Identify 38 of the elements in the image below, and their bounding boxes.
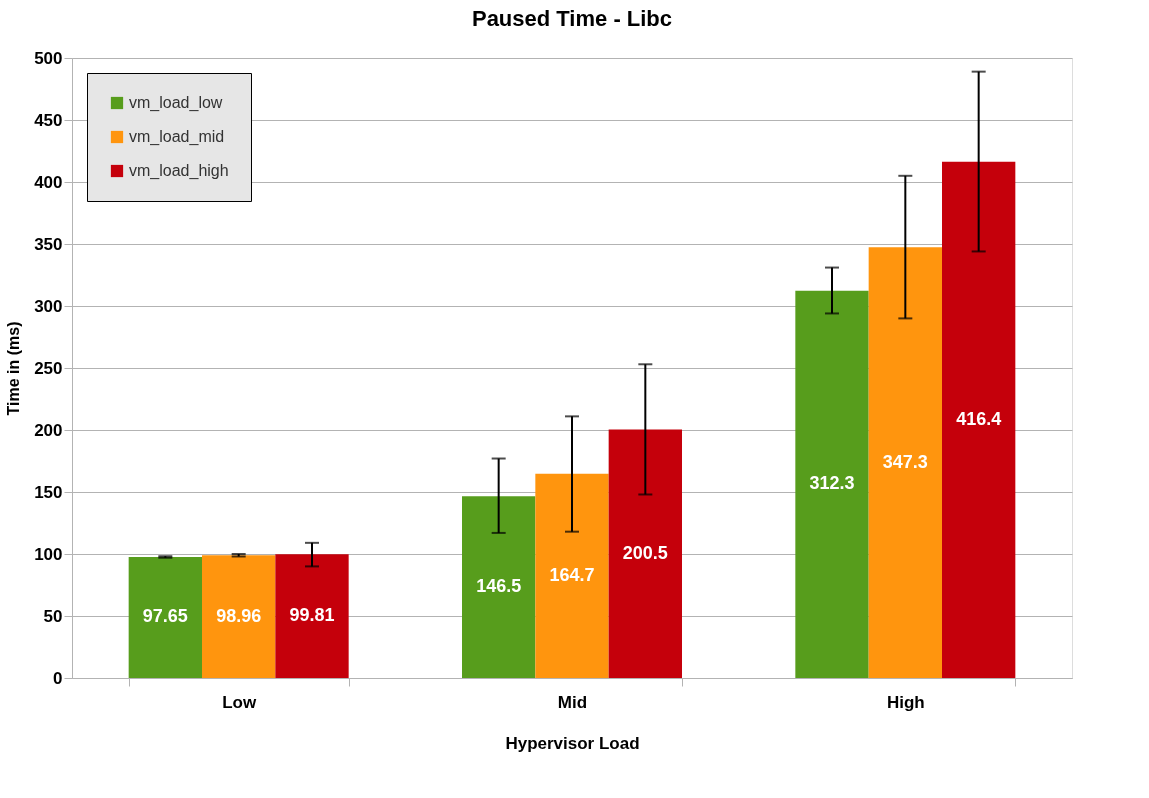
data-label: 99.81 bbox=[289, 605, 335, 626]
bar bbox=[202, 555, 276, 678]
y-tick-label: 300 bbox=[34, 296, 63, 316]
bar bbox=[868, 247, 942, 678]
y-tick-label: 100 bbox=[34, 544, 63, 564]
x-axis-title: Hypervisor Load bbox=[505, 733, 640, 753]
y-tick-label: 250 bbox=[34, 358, 63, 378]
x-tick-label: High bbox=[886, 692, 925, 712]
legend-label: vm_load_high bbox=[129, 162, 229, 180]
y-tick-label: 400 bbox=[34, 172, 63, 192]
bar bbox=[608, 429, 682, 678]
data-label: 98.96 bbox=[216, 605, 262, 626]
bar bbox=[462, 496, 536, 678]
y-tick-label: 50 bbox=[43, 606, 63, 626]
x-tick-label: Low bbox=[222, 692, 257, 712]
bar bbox=[795, 290, 869, 678]
y-tick-label: 350 bbox=[34, 234, 63, 254]
data-label: 200.5 bbox=[622, 542, 668, 563]
x-tick-label: Mid bbox=[557, 692, 588, 712]
y-tick-label: 200 bbox=[34, 420, 63, 440]
y-tick-label: 450 bbox=[34, 110, 63, 130]
chart-title: Paused Time - Libc bbox=[471, 6, 673, 31]
legend-label: vm_load_mid bbox=[129, 128, 225, 146]
data-label: 97.65 bbox=[142, 606, 188, 627]
data-label: 312.3 bbox=[809, 473, 855, 494]
bar bbox=[942, 161, 1016, 678]
y-axis-title: Time in (ms) bbox=[5, 321, 23, 416]
bar bbox=[128, 556, 202, 678]
y-tick-label: 500 bbox=[34, 48, 63, 68]
legend-label: vm_load_low bbox=[129, 94, 223, 112]
data-label: 146.5 bbox=[476, 576, 522, 597]
bar bbox=[535, 473, 609, 678]
y-tick-label: 150 bbox=[34, 482, 63, 502]
data-label: 347.3 bbox=[882, 451, 928, 472]
y-tick-label: 0 bbox=[53, 668, 63, 688]
bar bbox=[275, 554, 349, 678]
data-label: 416.4 bbox=[956, 408, 1002, 429]
data-label: 164.7 bbox=[549, 564, 595, 585]
